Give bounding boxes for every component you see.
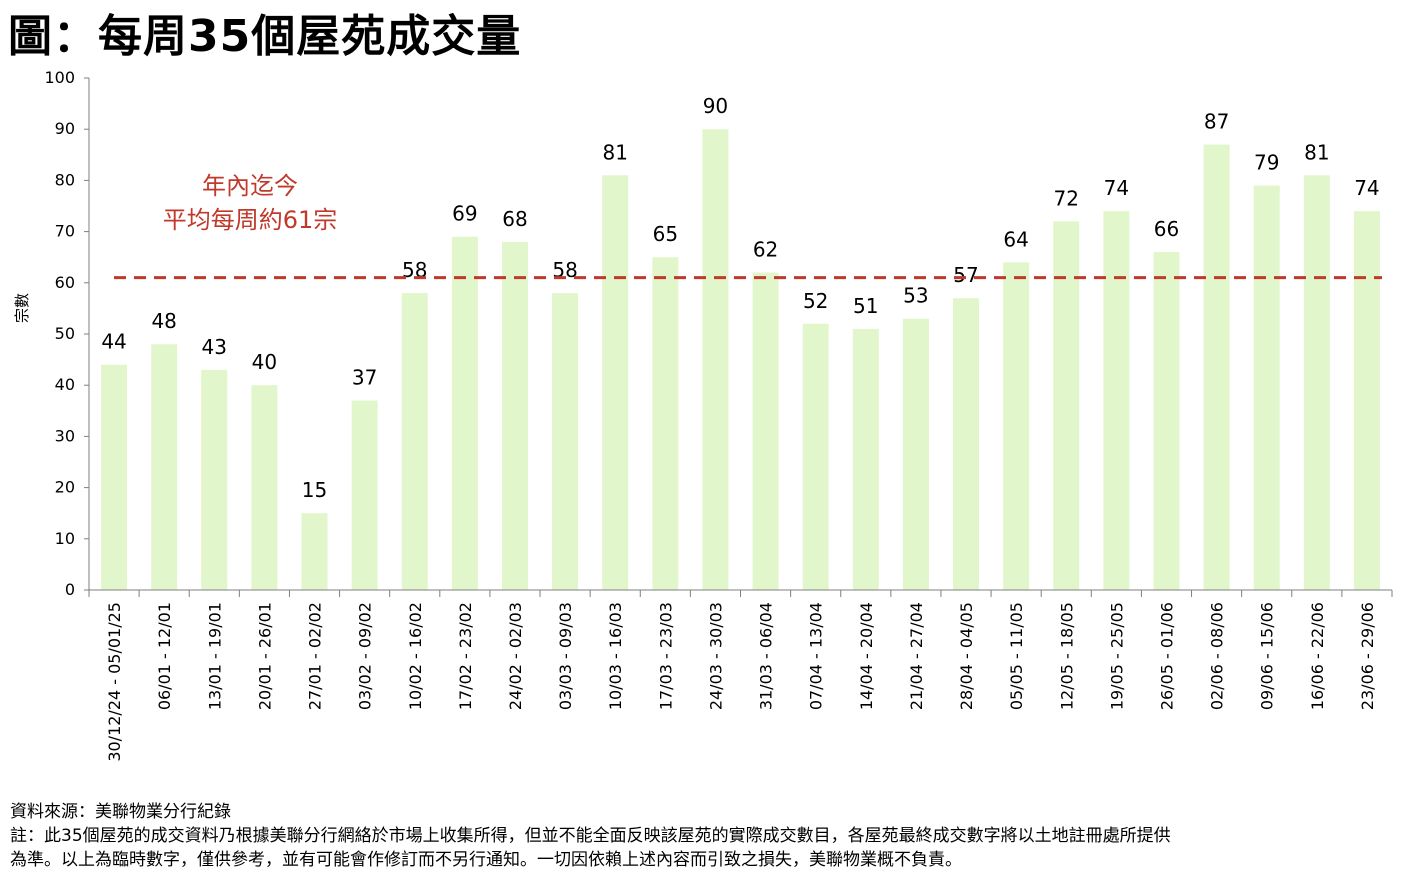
x-tick-label: 07/04 - 13/04 — [807, 602, 826, 710]
bar — [702, 129, 729, 590]
data-label: 64 — [1003, 227, 1028, 251]
data-label: 48 — [151, 309, 176, 333]
y-tick-label: 40 — [55, 375, 75, 394]
data-label: 72 — [1054, 186, 1079, 210]
y-tick-label: 30 — [55, 426, 75, 445]
bar — [953, 298, 980, 590]
data-label: 79 — [1254, 151, 1279, 175]
bar — [802, 323, 829, 590]
bar — [1253, 185, 1280, 590]
bar — [1303, 175, 1330, 590]
y-tick-label: 90 — [55, 119, 75, 138]
x-tick-label: 24/03 - 30/03 — [706, 602, 725, 710]
y-tick-label: 10 — [55, 529, 75, 548]
data-label: 40 — [252, 350, 277, 374]
bar — [401, 293, 428, 590]
bar — [602, 175, 629, 590]
bar — [251, 385, 278, 590]
x-tick-label: 19/05 - 25/05 — [1107, 602, 1126, 710]
data-label: 87 — [1204, 110, 1229, 134]
bar — [1003, 262, 1030, 590]
x-tick-label: 10/03 - 16/03 — [606, 602, 625, 710]
x-tick-label: 12/05 - 18/05 — [1057, 602, 1076, 710]
x-tick-label: 06/01 - 12/01 — [155, 602, 174, 710]
y-tick-label: 80 — [55, 170, 75, 189]
bar — [351, 400, 378, 590]
disclaimer-line-1: 註：此35個屋苑的成交資料乃根據美聯分行網絡於市場上收集所得，但並不能全面反映該… — [10, 826, 1171, 846]
x-tick-label: 13/01 - 19/01 — [205, 602, 224, 710]
source-note: 資料來源：美聯物業分行紀錄 — [10, 802, 231, 822]
y-tick-label: 0 — [65, 580, 75, 599]
y-tick-label: 60 — [55, 273, 75, 292]
average-annotation: 平均每周約61宗 — [163, 206, 338, 234]
y-tick-label: 20 — [55, 478, 75, 497]
x-tick-label: 26/05 - 01/06 — [1157, 602, 1176, 710]
x-tick-label: 17/03 - 23/03 — [656, 602, 675, 710]
bar — [151, 344, 178, 590]
x-tick-label: 16/06 - 22/06 — [1308, 602, 1327, 710]
x-tick-label: 14/04 - 20/04 — [857, 602, 876, 710]
bar — [852, 328, 879, 590]
x-tick-label: 03/02 - 09/02 — [356, 602, 375, 710]
x-tick-label: 28/04 - 04/05 — [957, 602, 976, 710]
bar — [501, 241, 528, 590]
bar — [451, 236, 478, 590]
y-tick-label: 70 — [55, 222, 75, 241]
x-tick-label: 09/06 - 15/06 — [1258, 602, 1277, 710]
bar — [101, 364, 128, 590]
average-annotation: 年內迄今 — [202, 172, 298, 200]
x-tick-label: 20/01 - 26/01 — [255, 602, 274, 710]
disclaimer-line-2: 為準。以上為臨時數字，僅供參考，並有可能會作修訂而不另行通知。一切因依賴上述內容… — [10, 850, 962, 870]
y-tick-label: 50 — [55, 324, 75, 343]
data-label: 51 — [853, 294, 878, 318]
data-label: 44 — [101, 330, 126, 354]
bar — [1203, 144, 1230, 590]
data-label: 66 — [1154, 217, 1179, 241]
x-tick-label: 31/03 - 06/04 — [757, 602, 776, 710]
bar — [652, 257, 679, 590]
x-tick-label: 21/04 - 27/04 — [907, 602, 926, 710]
bar — [552, 293, 579, 590]
bar — [902, 318, 929, 590]
x-tick-label: 23/06 - 29/06 — [1358, 602, 1377, 710]
data-label: 74 — [1354, 176, 1379, 200]
bar — [1153, 252, 1180, 590]
data-label: 90 — [703, 94, 728, 118]
y-axis-title: 宗數 — [13, 293, 31, 323]
data-label: 68 — [502, 207, 527, 231]
data-label: 62 — [753, 238, 778, 262]
x-tick-label: 27/01 - 02/02 — [306, 602, 325, 710]
chart-footer: 資料來源：美聯物業分行紀錄 註：此35個屋苑的成交資料乃根據美聯分行網絡於市場上… — [10, 800, 1400, 872]
x-tick-label: 30/12/24 - 05/01/25 — [105, 602, 124, 762]
x-tick-label: 05/05 - 11/05 — [1007, 602, 1026, 710]
y-tick-label: 100 — [44, 68, 75, 87]
bar — [1053, 221, 1080, 591]
bar — [1353, 211, 1380, 590]
x-tick-label: 17/02 - 23/02 — [456, 602, 475, 710]
x-tick-label: 24/02 - 02/03 — [506, 602, 525, 710]
bar — [1103, 211, 1130, 590]
data-label: 81 — [602, 140, 627, 164]
data-label: 52 — [803, 289, 828, 313]
bar — [752, 272, 779, 590]
x-tick-label: 03/03 - 09/03 — [556, 602, 575, 710]
bar — [301, 513, 328, 590]
x-tick-label: 10/02 - 16/02 — [406, 602, 425, 710]
data-label: 57 — [953, 263, 978, 287]
data-label: 53 — [903, 284, 928, 308]
x-tick-label: 02/06 - 08/06 — [1208, 602, 1227, 710]
data-label: 37 — [352, 366, 377, 390]
chart-title: 圖：每周35個屋苑成交量 — [8, 11, 522, 62]
data-label: 81 — [1304, 140, 1329, 164]
data-label: 43 — [202, 335, 227, 359]
data-label: 69 — [452, 202, 477, 226]
data-label: 15 — [302, 478, 327, 502]
data-label: 74 — [1104, 176, 1129, 200]
data-label: 65 — [653, 222, 678, 246]
bar — [201, 369, 228, 590]
